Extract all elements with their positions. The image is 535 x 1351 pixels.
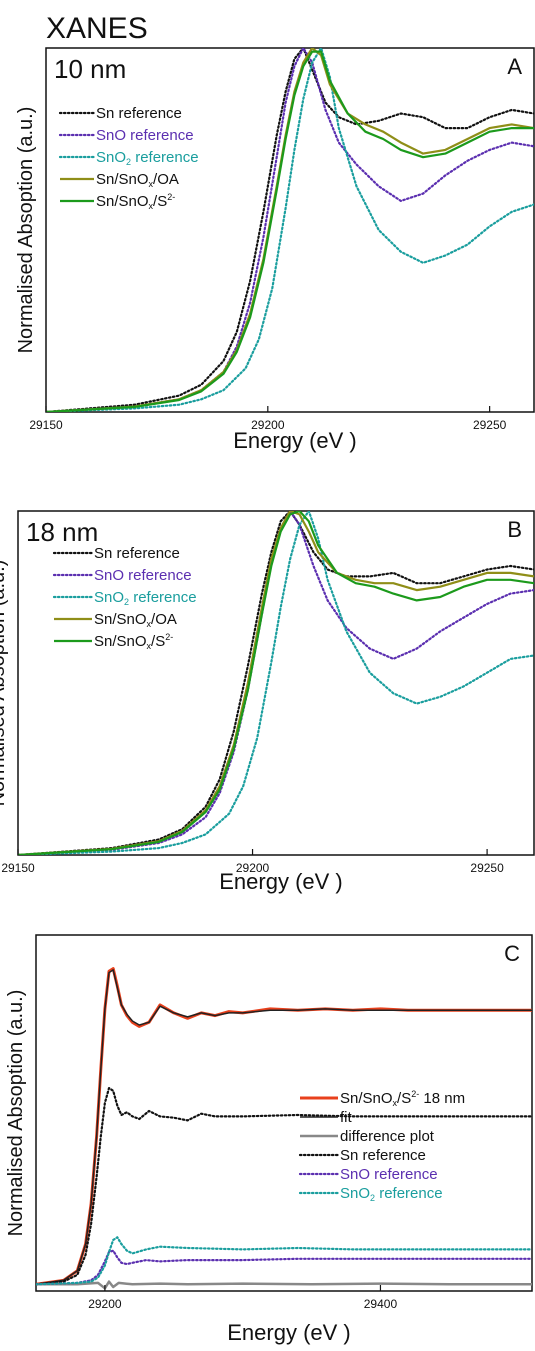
panel-a: 29150 29200 29250 Energy (eV ) Normalised Ab… [15, 47, 535, 453]
legend-label: Sn/SnOx/S2- [96, 192, 175, 211]
x-tick-label: 29200 [88, 1297, 122, 1311]
legend-label: Sn/SnOx/OA [96, 171, 179, 189]
legend-label: Sn reference [96, 105, 182, 122]
legend-label: Sn/SnOx/S2- 18 nm [340, 1089, 465, 1108]
series-line-0 [18, 511, 534, 855]
figure-title: XANES [46, 12, 148, 45]
series-line-2 [46, 48, 534, 412]
x-tick-label: 29250 [473, 418, 507, 432]
size-annotation: 10 nm [54, 54, 126, 84]
x-tick-label: 29150 [1, 861, 35, 875]
series-line-4 [36, 1249, 532, 1286]
legend-label: Sn reference [94, 545, 180, 562]
x-tick-label: 29400 [364, 1297, 398, 1311]
series-line-4 [18, 511, 534, 855]
x-tick-label: 29200 [236, 861, 270, 875]
legend-label: SnO2 reference [96, 149, 199, 167]
panel-letter: B [507, 517, 522, 542]
series-line-3 [46, 48, 534, 412]
series-line-1 [36, 969, 532, 1286]
panel-letter: C [504, 941, 520, 966]
panel-letter: A [507, 54, 522, 79]
x-tick-label: 29250 [470, 861, 504, 875]
legend-label: difference plot [340, 1128, 435, 1145]
y-axis-label: Normalised Absoption (a.u.) [0, 560, 9, 807]
series-line-2 [18, 511, 534, 855]
legend-label: Sn/SnOx/S2- [94, 632, 173, 651]
x-axis-label: Energy (eV ) [233, 428, 357, 453]
legend-label: SnO2 reference [340, 1185, 443, 1203]
series-line-3 [18, 511, 534, 855]
size-annotation: 18 nm [26, 517, 98, 547]
series-line-4 [46, 50, 534, 412]
y-axis-label: Normalised Absoption (a.u.) [5, 990, 27, 1237]
x-axis-label: Energy (eV ) [219, 869, 343, 894]
series-line-0 [36, 967, 532, 1286]
x-tick-label: 29150 [29, 418, 63, 432]
legend-label: Sn/SnOx/OA [94, 611, 177, 629]
panel-b: 29150 29200 29250 Energy (eV ) Normalised Ab… [0, 510, 535, 894]
panel-c: 29200 29400 Energy (eV ) Normalised Absopti… [5, 934, 533, 1345]
legend-label: SnO reference [340, 1166, 438, 1183]
series-line-1 [18, 511, 534, 855]
plot-frame [17, 510, 535, 856]
series-line-1 [46, 48, 534, 412]
series-line-2 [36, 1280, 532, 1290]
legend-label: SnO reference [96, 127, 194, 144]
series-line-3 [36, 1087, 532, 1286]
plot-frame [45, 47, 535, 413]
x-tick-label: 29200 [251, 418, 285, 432]
legend-label: Sn reference [340, 1147, 426, 1164]
legend-label: fit [340, 1109, 353, 1126]
plot-frame [35, 934, 533, 1292]
y-axis-label: Normalised Absoption (a.u.) [15, 107, 37, 354]
series-line-5 [36, 1236, 532, 1286]
legend-label: SnO reference [94, 567, 192, 584]
x-axis-label: Energy (eV ) [227, 1320, 351, 1345]
legend-label: SnO2 reference [94, 589, 197, 607]
series-line-0 [46, 48, 534, 412]
